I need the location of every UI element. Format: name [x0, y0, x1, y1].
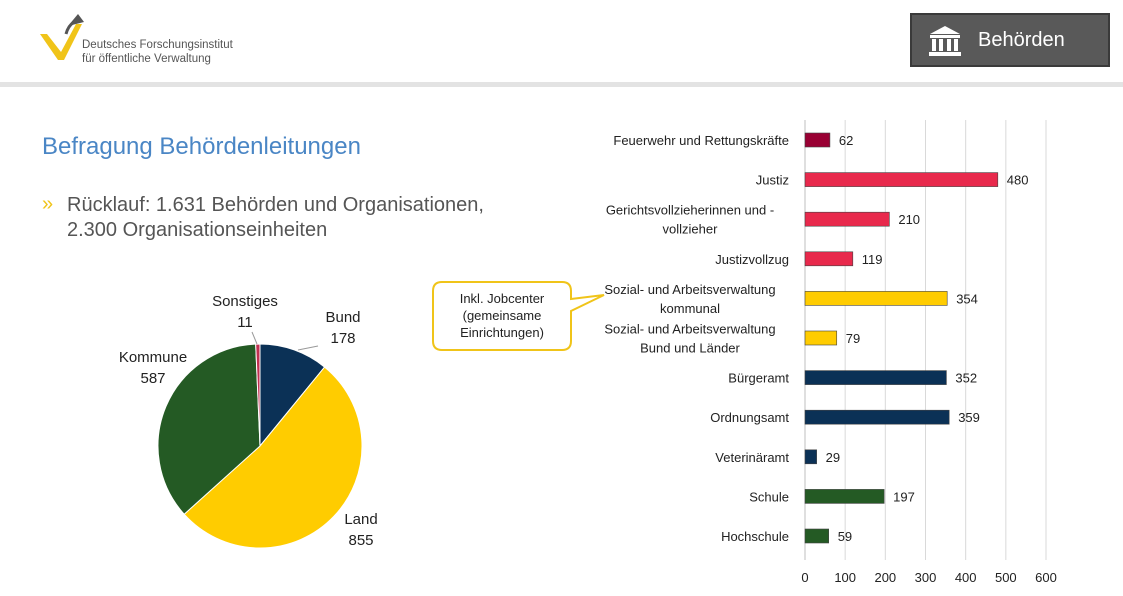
response-summary-line2: 2.300 Organisationseinheiten: [67, 219, 328, 241]
pie-label-sonstiges: Sonstiges 11: [200, 291, 290, 333]
bar-value-label: 352: [955, 371, 977, 386]
pie-label-bund: Bund 178: [308, 307, 378, 349]
bar-value-label: 119: [862, 252, 883, 267]
pie-slice-sonstiges: [255, 343, 261, 447]
government-building-icon: [929, 26, 961, 56]
page-title: Befragung Behördenleitungen: [42, 133, 361, 160]
pie-leader-sonstiges: [251, 331, 258, 345]
category-label: Schule: [749, 489, 789, 504]
pie-label-sonstiges-value: 11: [237, 314, 253, 331]
bar-value-label: 62: [839, 133, 853, 148]
bar: [804, 449, 817, 465]
pie-chart: [157, 331, 363, 549]
category-label: Feuerwehr und Rettungskräfte: [613, 133, 789, 148]
badge-label: Behörden: [978, 29, 1065, 51]
dfoev-logo-icon: [40, 14, 84, 60]
category-label: Sozial- und Arbeitsverwaltung kommunal: [604, 282, 775, 316]
callout-line2: (gemeinsame: [462, 308, 542, 323]
x-tick-label: 600: [1035, 570, 1057, 585]
category-label: Sozial- und Arbeitsverwaltung Bund und Lä…: [604, 322, 775, 356]
x-tick-label: 0: [801, 570, 808, 585]
bar: [804, 528, 829, 544]
bar: [804, 330, 838, 346]
category-label: Justizvollzug: [715, 252, 789, 267]
bar-value-label: 354: [956, 291, 978, 306]
bar: [804, 409, 950, 425]
category-label: Bürgeramt: [728, 371, 789, 386]
bar: [804, 211, 890, 227]
bar-value-label: 210: [898, 212, 920, 227]
callout-line1: Inkl. Jobcenter: [459, 291, 545, 306]
category-label: Gerichtsvollzieherinnen und -vollzieher: [606, 203, 774, 237]
pie-label-bund-name: Bund: [325, 309, 361, 326]
x-tick-label: 400: [955, 570, 977, 585]
pie-slice-land: [183, 366, 363, 549]
pie-label-land: Land 855: [330, 509, 392, 551]
bar: [804, 370, 947, 385]
pie-slice-bund: [259, 343, 326, 448]
bar: [804, 291, 948, 306]
pie-label-kommune-value: 587: [140, 370, 166, 387]
pie-label-kommune-name: Kommune: [118, 349, 188, 366]
callout-text: Inkl. Jobcenter (gemeinsame Einrichtunge…: [432, 290, 572, 341]
bar: [804, 489, 885, 504]
bar-value-label: 59: [838, 529, 852, 544]
bar-value-label: 480: [1007, 173, 1029, 188]
bar: [804, 172, 999, 187]
callout-line3: Einrichtungen): [460, 325, 544, 340]
pie-leader-bund: [297, 345, 319, 351]
category-label: Ordnungsamt: [710, 410, 789, 425]
jobcenter-callout: [432, 281, 605, 351]
response-summary-line1: Rücklauf: 1.631 Behörden und Organisatio…: [67, 194, 484, 216]
bar: [804, 132, 831, 148]
org-name: Deutsches Forschungsinstitut für öffentl…: [82, 38, 233, 66]
bar-value-label: 359: [958, 410, 980, 425]
bar-value-label: 197: [893, 489, 915, 504]
bar: [804, 251, 854, 267]
pie-label-bund-value: 178: [330, 330, 356, 347]
bullet-marker-icon: »: [42, 193, 54, 215]
pie-label-kommune: Kommune 587: [105, 347, 201, 389]
category-badge: Behörden: [910, 13, 1110, 67]
x-tick-label: 200: [874, 570, 896, 585]
category-label: Justiz: [756, 173, 789, 188]
pie-label-land-name: Land: [344, 511, 378, 528]
x-tick-label: 100: [834, 570, 856, 585]
response-summary: Rücklauf: 1.631 Behörden und Organisatio…: [67, 193, 547, 243]
pie-label-land-value: 855: [348, 532, 374, 549]
category-label: Veterinäramt: [715, 450, 789, 465]
bar-value-label: 29: [826, 450, 840, 465]
x-tick-label: 500: [995, 570, 1017, 585]
org-name-line1: Deutsches Forschungsinstitut: [82, 39, 233, 51]
category-label: Hochschule: [721, 529, 789, 544]
org-name-line2: für öffentliche Verwaltung: [82, 53, 211, 65]
pie-label-sonstiges-name: Sonstiges: [212, 293, 278, 310]
bar-value-label: 79: [846, 331, 860, 346]
x-tick-label: 300: [915, 570, 937, 585]
header-divider: [0, 82, 1123, 87]
pie-slice-kommune: [157, 343, 261, 515]
